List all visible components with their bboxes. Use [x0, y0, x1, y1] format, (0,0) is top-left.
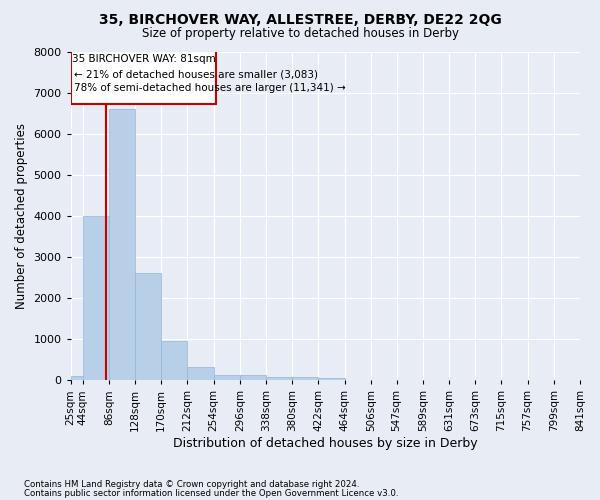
- Text: Contains HM Land Registry data © Crown copyright and database right 2024.: Contains HM Land Registry data © Crown c…: [24, 480, 359, 489]
- Bar: [71, 376, 83, 380]
- Bar: [187, 367, 214, 380]
- FancyBboxPatch shape: [71, 50, 216, 104]
- Bar: [214, 374, 240, 380]
- Bar: [292, 378, 319, 380]
- Bar: [319, 378, 345, 380]
- Text: Size of property relative to detached houses in Derby: Size of property relative to detached ho…: [142, 28, 458, 40]
- Text: 35 BIRCHOVER WAY: 81sqm: 35 BIRCHOVER WAY: 81sqm: [72, 54, 215, 64]
- Text: 35, BIRCHOVER WAY, ALLESTREE, DERBY, DE22 2QG: 35, BIRCHOVER WAY, ALLESTREE, DERBY, DE2…: [98, 12, 502, 26]
- Bar: [83, 216, 109, 380]
- Text: Contains public sector information licensed under the Open Government Licence v3: Contains public sector information licen…: [24, 489, 398, 498]
- Y-axis label: Number of detached properties: Number of detached properties: [15, 123, 28, 309]
- Bar: [135, 274, 161, 380]
- Bar: [161, 341, 187, 380]
- Text: 78% of semi-detached houses are larger (11,341) →: 78% of semi-detached houses are larger (…: [74, 83, 346, 93]
- Text: ← 21% of detached houses are smaller (3,083): ← 21% of detached houses are smaller (3,…: [74, 69, 318, 79]
- Bar: [266, 377, 292, 380]
- Bar: [109, 109, 135, 380]
- X-axis label: Distribution of detached houses by size in Derby: Distribution of detached houses by size …: [173, 437, 478, 450]
- Bar: [240, 375, 266, 380]
